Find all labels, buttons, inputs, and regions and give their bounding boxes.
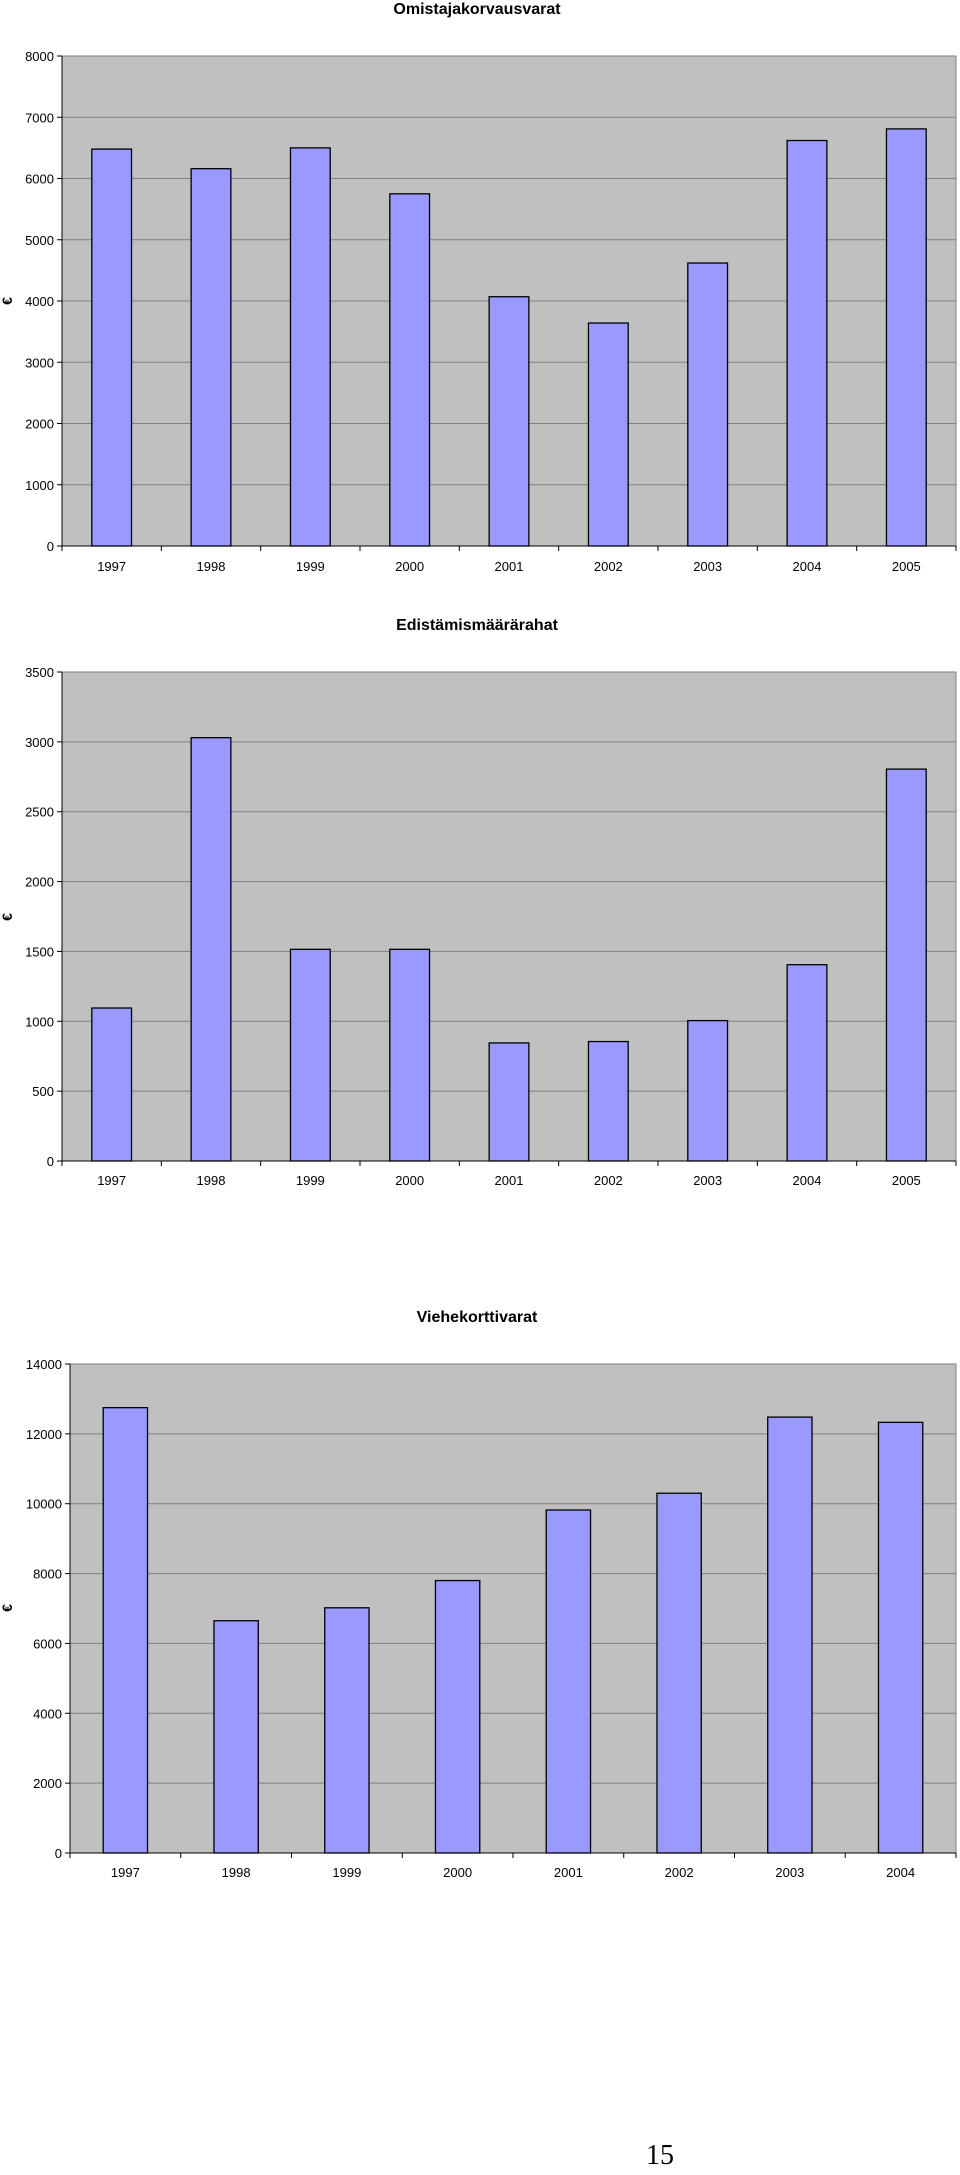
- x-tick-label: 2001: [554, 1865, 583, 1880]
- x-tick-label: 2005: [892, 1173, 921, 1188]
- bar: [389, 948, 431, 1162]
- x-tick-label: 1998: [197, 1173, 226, 1188]
- bar: [877, 1421, 924, 1854]
- x-tick-label: 2003: [775, 1865, 804, 1880]
- y-tick-label: 0: [47, 539, 54, 554]
- bar: [190, 168, 232, 547]
- plot-area: 0 2000 4000 6000 8000 10000 12000 14000 1997 1998…: [26, 1357, 957, 1880]
- y-tick-label: 10000: [26, 1497, 62, 1512]
- chart-edistamismaararahat: Edistämismäärärahat € 0 500 1000 1500 2000 25…: [0, 617, 957, 1188]
- bar: [488, 1042, 530, 1162]
- y-tick-label: 5000: [25, 233, 54, 248]
- bar: [587, 1040, 629, 1162]
- y-tick-label: 4000: [25, 294, 54, 309]
- bar: [213, 1620, 259, 1854]
- bar: [324, 1607, 370, 1854]
- y-tick-label: 8000: [33, 1567, 62, 1582]
- x-tick-label: 1998: [197, 559, 226, 574]
- bar: [545, 1509, 592, 1854]
- y-axis-label: €: [0, 913, 15, 921]
- plot-background: [69, 1363, 957, 1854]
- y-tick-label: 2000: [33, 1776, 62, 1791]
- bar: [656, 1492, 702, 1854]
- chart-title: Viehekorttivarat: [417, 1309, 538, 1326]
- y-tick-label: 1500: [25, 944, 54, 959]
- x-tick-label: 2001: [495, 559, 524, 574]
- x-tick-label: 2004: [793, 559, 822, 574]
- y-tick-label: 6000: [33, 1636, 62, 1651]
- bar: [687, 262, 729, 547]
- bar: [289, 147, 331, 547]
- x-tick-label: 2000: [395, 559, 424, 574]
- y-tick-label: 2000: [25, 875, 54, 890]
- page-number-text: 15: [646, 2140, 674, 2171]
- y-tick-label: 3500: [25, 665, 54, 680]
- y-tick-label: 8000: [25, 49, 54, 64]
- bar: [190, 737, 232, 1162]
- bar: [786, 139, 828, 547]
- y-tick-label: 500: [32, 1084, 54, 1099]
- plot-area: 0 1000 2000 3000 4000 5000 6000 7000 8000 1997 199…: [25, 49, 957, 574]
- y-tick-label: 3000: [25, 355, 54, 370]
- y-axis-label: €: [0, 1604, 15, 1612]
- y-tick-label: 0: [55, 1846, 62, 1861]
- x-tick-label: 2005: [892, 559, 921, 574]
- x-tick-label: 1999: [296, 559, 325, 574]
- bar: [767, 1416, 813, 1854]
- y-tick-label: 1000: [25, 1014, 54, 1029]
- x-tick-label: 2004: [793, 1173, 822, 1188]
- x-tick-label: 2002: [665, 1865, 694, 1880]
- y-tick-label: 6000: [25, 172, 54, 187]
- y-tick-label: 7000: [25, 110, 54, 125]
- plot-area: 0 500 1000 1500 2000 2500 3000 3500 1997 1998 1999…: [25, 665, 957, 1188]
- x-tick-label: 2000: [395, 1173, 424, 1188]
- bar: [289, 948, 331, 1162]
- bar: [587, 322, 629, 547]
- bar: [102, 1407, 149, 1854]
- page-number: 15: [0, 2140, 960, 2172]
- y-tick-label: 0: [47, 1154, 54, 1169]
- bar: [885, 768, 927, 1162]
- chart-viehekorttivarat: Viehekorttivarat € 0 2000 4000 6000 8000 1000…: [0, 1309, 957, 1880]
- chart-omistajakorvausvarat: Omistajakorvausvarat € 0 1000 2000 3000 4000…: [0, 1, 957, 574]
- x-tick-label: 2002: [594, 1173, 623, 1188]
- y-tick-label: 12000: [26, 1427, 62, 1442]
- x-tick-label: 2003: [693, 559, 722, 574]
- y-tick-label: 3000: [25, 735, 54, 750]
- x-tick-label: 1999: [332, 1865, 361, 1880]
- y-tick-label: 2000: [25, 417, 54, 432]
- bar: [786, 964, 828, 1162]
- x-tick-label: 2002: [594, 559, 623, 574]
- y-axis-label: €: [0, 297, 15, 305]
- x-tick-label: 1999: [296, 1173, 325, 1188]
- bar: [687, 1019, 729, 1162]
- chart-title: Edistämismäärärahat: [396, 617, 559, 634]
- y-tick-label: 1000: [25, 478, 54, 493]
- bar: [389, 193, 431, 547]
- y-tick-label: 2500: [25, 805, 54, 820]
- bar: [434, 1579, 481, 1854]
- y-tick-label: 4000: [33, 1706, 62, 1721]
- x-tick-label: 1997: [97, 1173, 126, 1188]
- x-tick-label: 1998: [222, 1865, 251, 1880]
- x-tick-label: 1997: [97, 559, 126, 574]
- x-tick-label: 2000: [443, 1865, 472, 1880]
- bar: [91, 148, 133, 547]
- bar: [885, 128, 927, 547]
- y-tick-label: 14000: [26, 1357, 62, 1372]
- chart-title: Omistajakorvausvarat: [393, 1, 561, 18]
- x-tick-label: 2003: [693, 1173, 722, 1188]
- x-tick-label: 1997: [111, 1865, 140, 1880]
- bar: [488, 296, 530, 547]
- bar: [91, 1007, 133, 1162]
- x-tick-label: 2001: [495, 1173, 524, 1188]
- x-tick-label: 2004: [886, 1865, 915, 1880]
